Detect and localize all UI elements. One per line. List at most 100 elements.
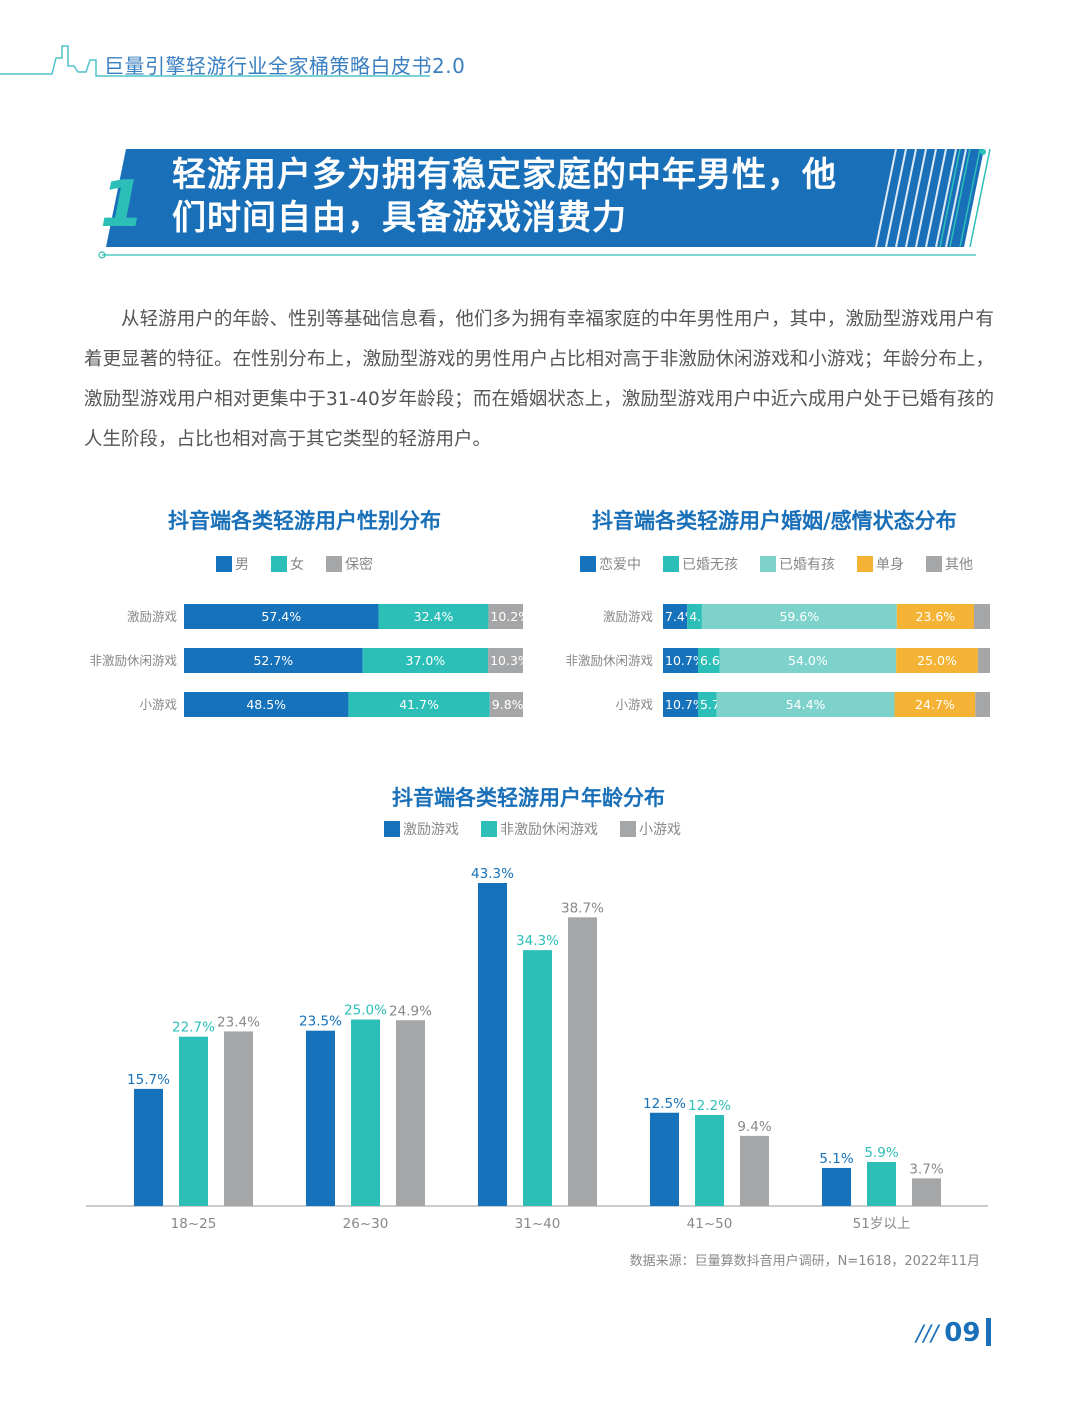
- section-number: 1: [100, 168, 145, 242]
- bar: [224, 1031, 253, 1206]
- category-label: 激励游戏: [127, 609, 177, 624]
- bar-segment: [489, 692, 523, 717]
- data-label: 9.8%: [492, 697, 524, 712]
- legend-label: 已婚有孩: [779, 557, 835, 573]
- age-chart: 15.7% 22.7% 23.4% 18~25 23.5%25.0% 24.9% 26~30…: [86, 866, 988, 1232]
- bar-segment: [488, 604, 523, 629]
- legend-label: 非激励休闲游戏: [500, 822, 598, 838]
- header-skyline-decoration: [0, 45, 430, 77]
- data-label: 5.1%: [819, 1151, 853, 1167]
- data-label: 54.4%: [786, 697, 826, 712]
- legend-label: 单身: [876, 557, 904, 573]
- x-tick-label: 18~25: [171, 1216, 217, 1232]
- bar-segment: [348, 692, 490, 717]
- marital-chart: 激励游戏7.4%4.5%59.6%23.6%非激励休闲游戏10.7%6.6%54…: [565, 604, 990, 717]
- bar: [523, 950, 552, 1206]
- data-label: 41.7%: [399, 697, 439, 712]
- legend-item: 女: [271, 554, 304, 574]
- legend-item: 小游戏: [620, 819, 681, 839]
- bar-segment: [896, 648, 978, 673]
- legend-swatch: [926, 556, 942, 572]
- x-tick-label: 31~40: [515, 1216, 561, 1232]
- bar: [568, 917, 597, 1206]
- bar-segment: [716, 692, 895, 717]
- legend-item: 已婚有孩: [760, 554, 835, 574]
- data-label: 23.4%: [217, 1014, 260, 1030]
- bar-segment: [362, 648, 489, 673]
- bar: [396, 1020, 425, 1206]
- banner-outer-stripes: [939, 148, 991, 248]
- data-label: 32.4%: [414, 609, 454, 624]
- page-number-bar: [986, 1318, 991, 1346]
- bar-segment: [184, 648, 363, 673]
- legend-label: 恋爱中: [599, 557, 641, 573]
- legend-swatch: [481, 821, 497, 837]
- bar: [822, 1167, 851, 1206]
- x-tick-label: 51岁以上: [853, 1216, 911, 1232]
- bar-segment: [697, 692, 717, 717]
- data-label: 15.7%: [127, 1072, 170, 1088]
- gender-chart-legend: 男 女 保密: [216, 554, 373, 574]
- bar: [867, 1161, 896, 1206]
- data-label: 24.7%: [915, 697, 955, 712]
- data-label: 23.5%: [299, 1014, 342, 1030]
- legend-item: 激励游戏: [384, 819, 459, 839]
- data-label: 5.9%: [864, 1145, 898, 1161]
- data-label: 25.0%: [917, 653, 957, 668]
- data-label: 25.0%: [344, 1003, 387, 1019]
- bar: [478, 883, 507, 1206]
- legend-swatch: [580, 556, 596, 572]
- data-label: 23.6%: [916, 609, 956, 624]
- legend-label: 激励游戏: [403, 822, 459, 838]
- data-label: 10.2%: [490, 609, 530, 624]
- bar-segment: [378, 604, 489, 629]
- section-title: 轻游用户多为拥有稳定家庭的中年男性，他 们时间自由，具备游戏消费力: [172, 154, 837, 240]
- legend-label: 其他: [945, 557, 973, 573]
- bar: [912, 1178, 941, 1206]
- legend-item: 男: [216, 554, 249, 574]
- data-label: 9.4%: [737, 1119, 771, 1135]
- data-label: 59.6%: [779, 609, 819, 624]
- bar: [179, 1036, 208, 1206]
- data-label: 10.7%: [665, 697, 705, 712]
- marital-chart-legend: 恋爱中 已婚无孩 已婚有孩 单身 其他: [580, 554, 973, 574]
- data-label: 10.3%: [490, 653, 530, 668]
- bar-segment: [663, 692, 698, 717]
- bar-segment: [894, 692, 976, 717]
- section-banner: 1: [98, 148, 991, 259]
- legend-item: 单身: [857, 554, 904, 574]
- legend-item: 保密: [326, 554, 373, 574]
- legend-label: 小游戏: [639, 822, 681, 838]
- category-label: 小游戏: [615, 697, 653, 712]
- legend-item: 已婚无孩: [663, 554, 738, 574]
- bar: [134, 1088, 163, 1206]
- intro-paragraph: 从轻游用户的年龄、性别等基础信息看，他们多为拥有幸福家庭的中年男性用户，其中，激…: [84, 309, 994, 450]
- bar: [306, 1030, 335, 1206]
- legend-swatch: [271, 556, 287, 572]
- data-label: 43.3%: [471, 866, 514, 882]
- data-label: 57.4%: [261, 609, 301, 624]
- bar-segment: [184, 604, 379, 629]
- legend-swatch: [857, 556, 873, 572]
- data-label: 22.7%: [172, 1020, 215, 1036]
- bar-segment: [687, 604, 702, 629]
- data-label: 12.2%: [688, 1098, 731, 1114]
- bar-segment: [697, 648, 720, 673]
- bar-segment: [663, 648, 698, 673]
- data-label: 10.7%: [665, 653, 705, 668]
- age-chart-legend: 激励游戏 非激励休闲游戏 小游戏: [384, 819, 681, 839]
- legend-label: 保密: [345, 557, 373, 573]
- category-label: 非激励休闲游戏: [89, 653, 177, 668]
- legend-label: 已婚无孩: [682, 557, 738, 573]
- bar-segment: [488, 648, 523, 673]
- section-title-line-1: 轻游用户多为拥有稳定家庭的中年男性，他: [172, 155, 837, 195]
- legend-swatch: [384, 821, 400, 837]
- data-label: 38.7%: [561, 900, 604, 916]
- banner-stripes: [875, 148, 967, 248]
- data-label: 48.5%: [246, 697, 286, 712]
- data-label: 24.9%: [389, 1003, 432, 1019]
- bar-segment: [663, 604, 688, 629]
- page-number-value: 09: [944, 1318, 981, 1348]
- category-label: 非激励休闲游戏: [565, 653, 653, 668]
- legend-label: 男: [235, 557, 249, 573]
